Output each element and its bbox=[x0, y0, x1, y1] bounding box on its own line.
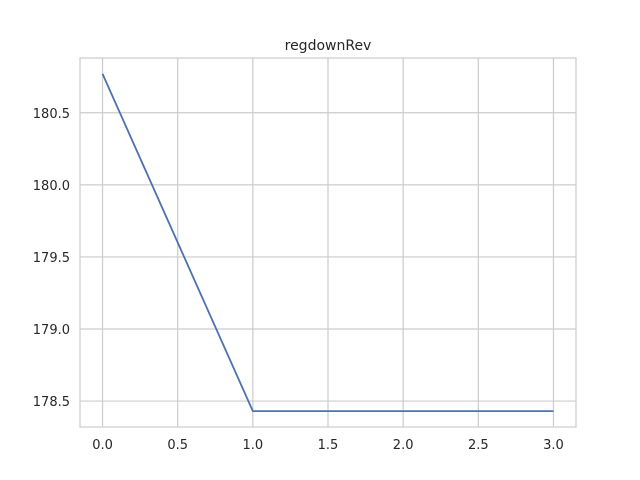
x-tick-label-5: 2.5 bbox=[468, 438, 489, 453]
y-tick-label-0: 178.5 bbox=[33, 395, 70, 410]
y-tick-label-3: 180.0 bbox=[33, 179, 70, 194]
y-tick-label-1: 179.0 bbox=[33, 323, 70, 338]
axes-border bbox=[79, 57, 577, 428]
grid bbox=[80, 58, 576, 427]
y-axis-ticks: 178.5 179.0 179.5 180.0 180.5 bbox=[33, 107, 70, 410]
x-tick-label-0: 0.0 bbox=[92, 438, 113, 453]
x-axis-ticks: 0.0 0.5 1.0 1.5 2.0 2.5 3.0 bbox=[92, 438, 564, 453]
series-group bbox=[101, 73, 554, 413]
x-tick-label-2: 1.0 bbox=[243, 438, 264, 453]
axes-frame bbox=[79, 57, 577, 428]
x-tick-label-4: 2.0 bbox=[393, 438, 414, 453]
series-line-0 bbox=[101, 73, 554, 413]
chart-title: regdownRev bbox=[285, 38, 372, 54]
y-tick-label-2: 179.5 bbox=[33, 251, 70, 266]
x-tick-label-6: 3.0 bbox=[543, 438, 564, 453]
x-tick-label-1: 0.5 bbox=[167, 438, 188, 453]
y-tick-label-4: 180.5 bbox=[33, 107, 70, 122]
x-tick-label-3: 1.5 bbox=[318, 438, 339, 453]
